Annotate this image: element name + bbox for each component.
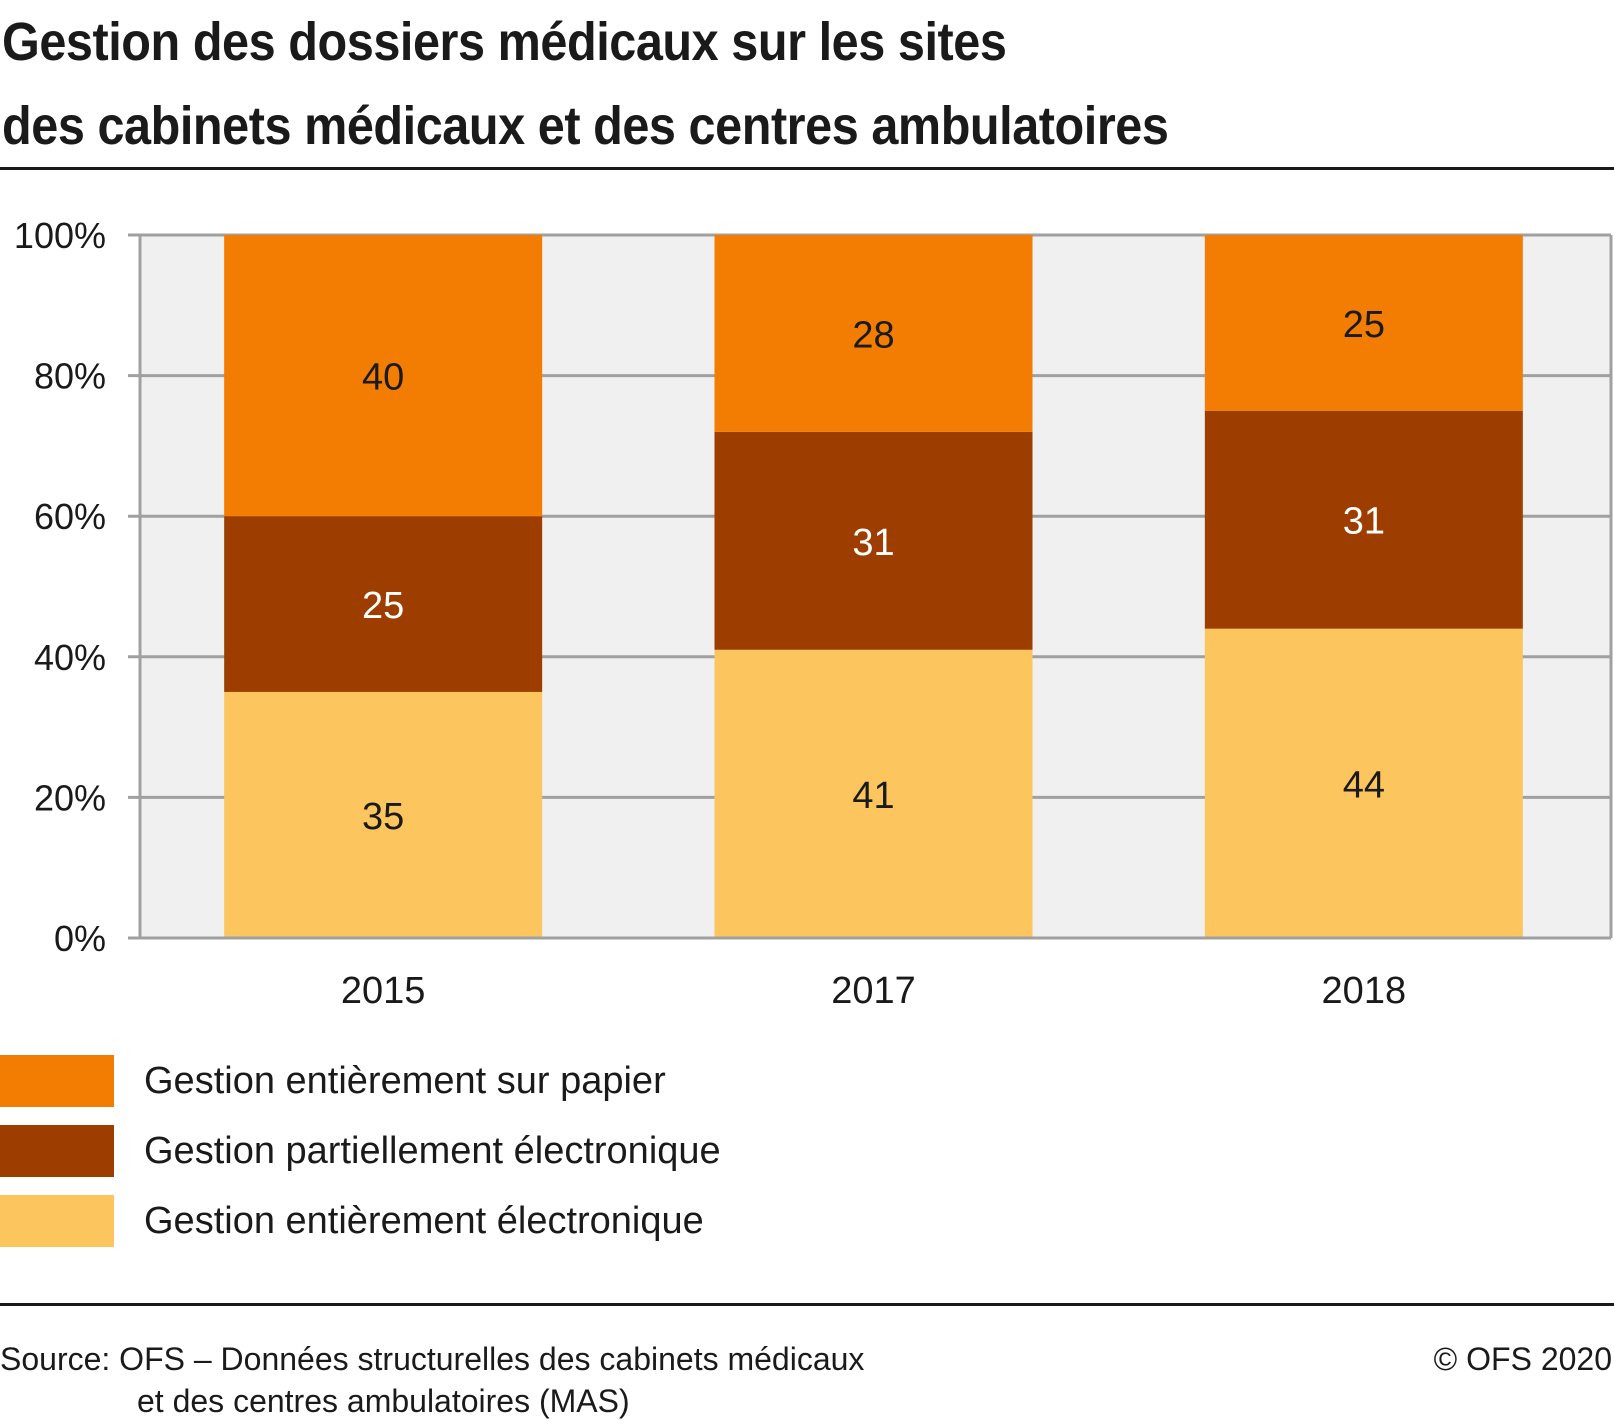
legend-swatch-full-electronic [0,1195,114,1247]
bar-segment-2018-1 [1204,410,1523,629]
y-tick-label: 40% [34,637,106,678]
bar-segment-2015-0 [224,691,543,938]
data-label: 31 [1343,501,1385,543]
x-tick-label: 2018 [1322,970,1407,1012]
y-tick-label: 100% [14,215,106,256]
legend-swatch-partial-electronic [0,1125,114,1177]
legend-item-paper: Gestion entièrement sur papier [0,1055,900,1107]
legend-label-full-electronic: Gestion entièrement électronique [144,1200,704,1242]
x-tick-label: 2017 [831,970,916,1012]
source-line-1: Source: OFS – Données structurelles des … [0,1341,865,1377]
legend-label-partial-electronic: Gestion partiellement électronique [144,1130,721,1172]
y-tick-label: 20% [34,777,106,818]
bar-segment-2018-0 [1204,628,1523,938]
chart-title-line-1: Gestion des dossiers médicaux sur les si… [2,12,1007,72]
bar-segment-2018-2 [1204,235,1523,411]
bar-segment-2017-2 [714,235,1033,432]
data-label: 31 [852,522,894,564]
x-tick-label: 2015 [341,970,426,1012]
data-label: 44 [1343,764,1385,806]
legend-item-full-electronic: Gestion entièrement électronique [0,1195,900,1247]
y-tick-label: 60% [34,496,106,537]
bar-segment-2015-1 [224,516,543,692]
data-label: 41 [852,775,894,817]
legend-item-partial-electronic: Gestion partiellement électronique [0,1125,900,1177]
bar-segment-2017-0 [714,649,1033,938]
data-label: 25 [1343,304,1385,346]
bar-segment-2015-2 [224,235,543,517]
data-label: 25 [362,585,404,627]
data-label: 35 [362,796,404,838]
chart-title-line-2: des cabinets médicaux et des centres amb… [2,96,1169,156]
chart-title: Gestion des dossiers médicaux sur les si… [2,0,1169,168]
copyright: © OFS 2020 [1433,1341,1612,1377]
source-note: Source: OFS – Données structurelles des … [0,1338,864,1422]
footer-divider [0,1303,1614,1306]
legend-swatch-paper [0,1055,114,1107]
data-label: 40 [362,357,404,399]
stacked-bar-chart: 0% 20% 40% 60% 80% 100% 35 25 40 2015 41 31 28 2017 44… [14,215,1613,1012]
data-label: 28 [852,314,894,356]
legend-label-paper: Gestion entièrement sur papier [144,1060,666,1102]
y-tick-label: 0% [54,918,106,959]
bar-segment-2017-1 [714,431,1033,650]
title-divider [0,167,1614,170]
source-line-2: et des centres ambulatoires (MAS) [137,1383,630,1419]
y-tick-label: 80% [34,356,106,397]
